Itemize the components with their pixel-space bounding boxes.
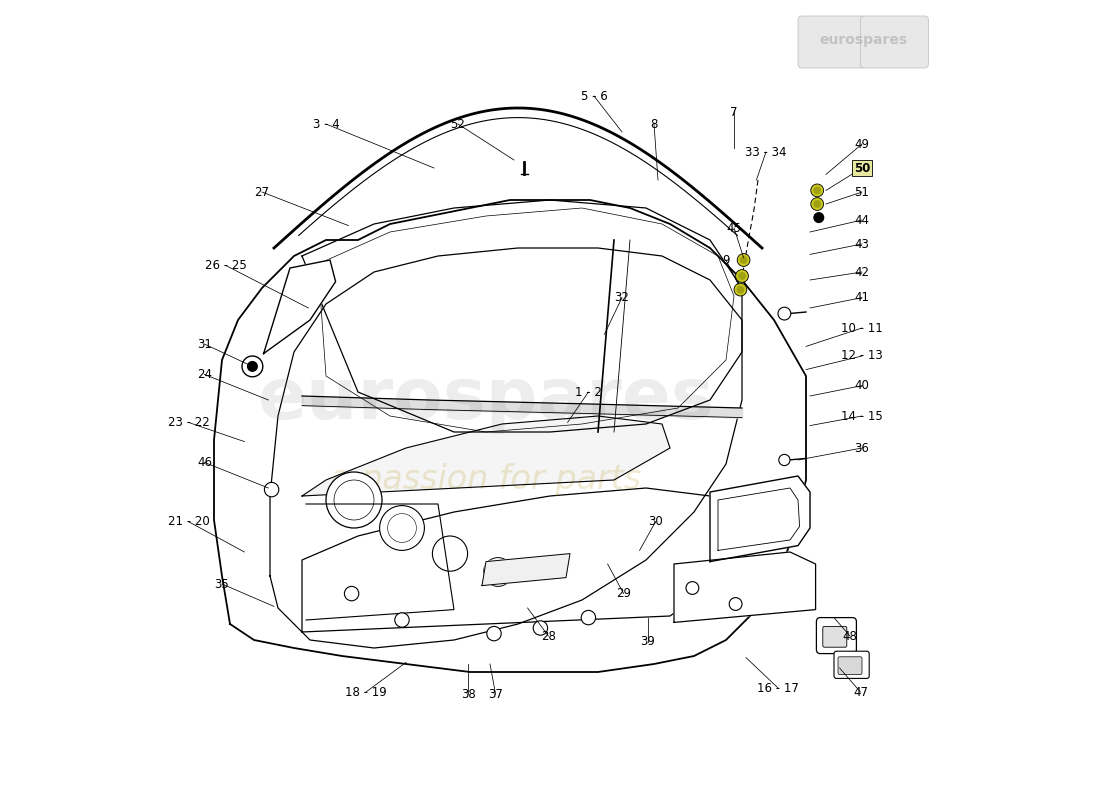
Text: 26 - 25: 26 - 25 <box>205 259 246 272</box>
Text: 3 - 4: 3 - 4 <box>312 118 340 130</box>
Text: 12 - 13: 12 - 13 <box>842 350 883 362</box>
FancyBboxPatch shape <box>838 657 862 674</box>
Circle shape <box>432 536 468 571</box>
Text: 35: 35 <box>214 578 230 590</box>
Circle shape <box>740 257 747 263</box>
Circle shape <box>737 286 744 293</box>
Circle shape <box>739 273 745 279</box>
FancyBboxPatch shape <box>834 651 869 678</box>
Polygon shape <box>482 554 570 586</box>
Polygon shape <box>302 416 670 496</box>
Text: 52: 52 <box>451 118 465 130</box>
Text: 49: 49 <box>855 138 869 150</box>
Circle shape <box>779 454 790 466</box>
Text: 47: 47 <box>852 686 868 698</box>
Polygon shape <box>264 260 336 354</box>
Text: 21 - 20: 21 - 20 <box>167 515 209 528</box>
Text: 23 - 22: 23 - 22 <box>167 416 209 429</box>
FancyBboxPatch shape <box>798 16 866 68</box>
Circle shape <box>344 586 359 601</box>
FancyBboxPatch shape <box>816 618 857 654</box>
Text: 27: 27 <box>254 186 270 198</box>
Text: 50: 50 <box>854 162 870 174</box>
Circle shape <box>737 254 750 266</box>
Circle shape <box>326 472 382 528</box>
Circle shape <box>729 598 743 610</box>
Text: 40: 40 <box>855 379 869 392</box>
Circle shape <box>811 198 824 210</box>
Circle shape <box>248 362 257 371</box>
Circle shape <box>487 626 502 641</box>
Circle shape <box>387 514 417 542</box>
Text: 7: 7 <box>730 106 738 118</box>
Circle shape <box>686 582 698 594</box>
Text: 8: 8 <box>650 118 658 130</box>
Circle shape <box>264 482 278 497</box>
Text: 43: 43 <box>855 238 869 250</box>
Text: 1 - 2: 1 - 2 <box>575 386 602 398</box>
Text: 14 - 15: 14 - 15 <box>842 410 883 422</box>
Text: eurospares: eurospares <box>257 366 714 434</box>
Text: 18 - 19: 18 - 19 <box>345 686 387 698</box>
Circle shape <box>395 613 409 627</box>
Text: eurospares: eurospares <box>820 33 908 47</box>
Text: 5 - 6: 5 - 6 <box>581 90 607 102</box>
Text: 16 - 17: 16 - 17 <box>757 682 799 694</box>
Text: 37: 37 <box>488 688 503 701</box>
Text: 9: 9 <box>723 254 729 266</box>
Text: 42: 42 <box>855 266 869 278</box>
Circle shape <box>242 356 263 377</box>
Text: 30: 30 <box>648 515 663 528</box>
Polygon shape <box>674 552 815 622</box>
Text: 44: 44 <box>855 214 869 226</box>
Polygon shape <box>710 476 810 562</box>
Text: 31: 31 <box>197 338 212 350</box>
FancyBboxPatch shape <box>823 626 847 647</box>
Circle shape <box>581 610 595 625</box>
Circle shape <box>778 307 791 320</box>
Circle shape <box>814 187 821 194</box>
Circle shape <box>334 480 374 520</box>
Circle shape <box>534 621 548 635</box>
Text: a passion for parts: a passion for parts <box>330 463 641 497</box>
Circle shape <box>734 283 747 296</box>
Text: 33 - 34: 33 - 34 <box>746 146 786 158</box>
FancyBboxPatch shape <box>860 16 928 68</box>
Text: 29: 29 <box>616 587 631 600</box>
Text: 39: 39 <box>640 635 654 648</box>
Circle shape <box>814 213 824 222</box>
Circle shape <box>736 270 748 282</box>
Text: 38: 38 <box>461 688 476 701</box>
Circle shape <box>814 201 821 207</box>
Text: 51: 51 <box>855 186 869 198</box>
Text: 48: 48 <box>843 630 857 642</box>
Circle shape <box>484 558 513 586</box>
Text: 24: 24 <box>197 368 212 381</box>
Text: 10 - 11: 10 - 11 <box>842 322 883 334</box>
Text: 36: 36 <box>855 442 869 454</box>
Circle shape <box>811 184 824 197</box>
Text: 28: 28 <box>541 630 556 642</box>
Circle shape <box>379 506 425 550</box>
Text: 32: 32 <box>615 291 629 304</box>
Text: 46: 46 <box>197 456 212 469</box>
Text: 45: 45 <box>727 222 741 234</box>
Text: 41: 41 <box>855 291 869 304</box>
